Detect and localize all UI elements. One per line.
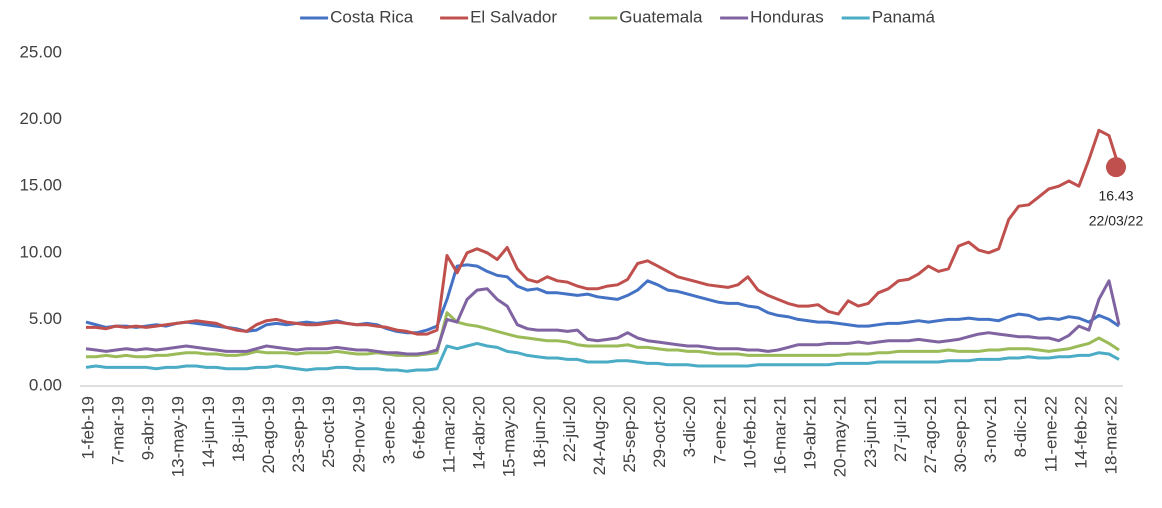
x-tick-label: 18-mar-22: [1101, 396, 1120, 474]
y-tick-label: 25.00: [19, 42, 62, 61]
x-tick-label: 9-abr-19: [139, 396, 158, 460]
x-tick-label: 19-abr-21: [801, 396, 820, 470]
x-tick-label: 20-ago-19: [259, 396, 278, 474]
y-tick-label: 20.00: [19, 109, 62, 128]
x-tick-label: 20-may-21: [831, 396, 850, 477]
x-tick-label: 30-sep-21: [951, 396, 970, 473]
series-line: [85, 263, 1120, 335]
x-tick-label: 11-mar-20: [440, 396, 459, 473]
y-tick-label: 5.00: [29, 309, 62, 328]
x-tick-label: 14-jun-19: [199, 396, 218, 468]
x-tick-label: 6-feb-20: [409, 396, 428, 459]
legend-label: Costa Rica: [330, 7, 414, 26]
series-line: [86, 128, 1121, 336]
highlight-point: [1106, 157, 1126, 178]
x-tick-label: 3-ene-20: [379, 396, 398, 464]
x-tick-label: 16-mar-21: [770, 396, 789, 474]
x-tick-label: 7-ene-21: [710, 396, 729, 464]
x-tick-label: 11-ene-22: [1041, 396, 1060, 472]
y-tick-label: 15.00: [19, 176, 62, 195]
x-tick-label: 3-nov-21: [981, 396, 1000, 463]
series-line: [86, 311, 1120, 359]
x-tick-label: 23-jun-21: [861, 396, 880, 468]
x-tick-label: 22-jul-20: [560, 396, 579, 462]
legend-label: El Salvador: [470, 7, 557, 26]
x-tick-label: 25-sep-20: [620, 396, 639, 473]
y-tick-label: 0.00: [29, 375, 62, 394]
legend-label: Honduras: [750, 7, 824, 26]
x-tick-label: 3-dic-20: [680, 396, 699, 457]
x-tick-label: 27-ago-21: [921, 396, 940, 474]
annotation-value: 16.43: [1098, 188, 1133, 204]
x-tick-label: 29-nov-19: [349, 396, 368, 473]
x-tick-label: 18-jun-20: [530, 396, 549, 468]
x-tick-label: 25-oct-19: [319, 396, 338, 468]
x-tick-label: 14-abr-20: [470, 396, 489, 470]
x-tick-label: 7-mar-19: [109, 396, 128, 465]
y-tick-label: 10.00: [19, 242, 62, 261]
x-tick-label: 18-jul-19: [229, 396, 248, 462]
legend-label: Panamá: [872, 7, 936, 26]
x-tick-label: 23-sep-19: [289, 396, 308, 473]
legend: Costa Rica El Salvador Guatemala Honduras Pa…: [300, 7, 936, 26]
annotation-date: 22/03/22: [1089, 213, 1144, 229]
x-tick-label: 27-jul-21: [891, 396, 910, 462]
series-line: [85, 341, 1120, 373]
x-tick-label: 29-oct-20: [650, 396, 669, 468]
series-line: [85, 279, 1121, 356]
x-tick-label: 13-may-19: [169, 396, 188, 477]
legend-label: Guatemala: [619, 7, 703, 26]
x-tick-label: 8-dic-21: [1011, 396, 1030, 457]
x-tick-label: 14-feb-22: [1071, 396, 1090, 469]
x-tick-label: 10-feb-21: [740, 396, 759, 469]
x-tick-label: 24-Aug-20: [590, 396, 609, 475]
x-tick-label: 15-may-20: [500, 396, 519, 477]
x-tick-label: 1-feb-19: [78, 396, 97, 459]
